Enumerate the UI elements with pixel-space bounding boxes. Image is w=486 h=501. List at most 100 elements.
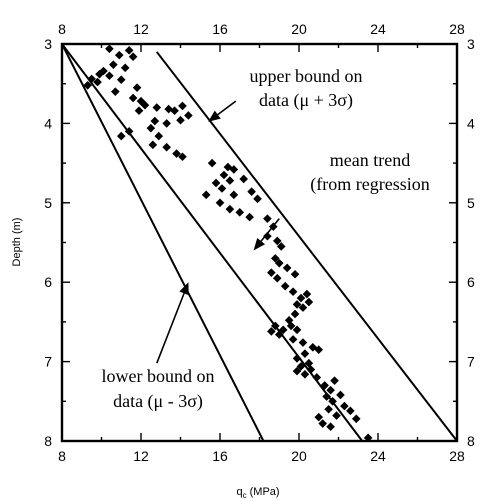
data-point bbox=[178, 152, 187, 162]
y-tick-label-left: 8 bbox=[44, 433, 52, 449]
x-axis-title: qc (MPa) bbox=[236, 486, 279, 500]
x-tick-label-bottom: 8 bbox=[58, 448, 66, 464]
data-point bbox=[292, 325, 302, 335]
data-point bbox=[93, 77, 102, 87]
data-point bbox=[278, 325, 288, 335]
x-tick-label-bottom: 12 bbox=[133, 448, 149, 464]
data-point bbox=[148, 140, 158, 150]
data-point bbox=[128, 52, 138, 62]
data-point bbox=[140, 100, 150, 110]
annotation-upper-line2: data (μ + 3σ) bbox=[259, 90, 353, 111]
data-point bbox=[304, 297, 314, 307]
data-point bbox=[120, 63, 130, 73]
data-point bbox=[128, 93, 138, 103]
y-axis-title: Depth (m) bbox=[11, 218, 23, 267]
x-tick-label-top: 28 bbox=[449, 21, 465, 37]
data-point bbox=[296, 362, 306, 371]
data-point bbox=[229, 190, 239, 200]
y-tick-label-left: 6 bbox=[44, 274, 52, 290]
data-point bbox=[150, 116, 160, 126]
data-point bbox=[292, 366, 302, 376]
data-point bbox=[351, 414, 361, 424]
x-tick-label-bottom: 28 bbox=[449, 448, 465, 464]
data-point bbox=[312, 373, 322, 382]
data-point bbox=[132, 83, 142, 92]
data-point bbox=[162, 142, 171, 152]
x-tick-label-top: 24 bbox=[370, 21, 386, 37]
data-point bbox=[363, 433, 373, 443]
data-point bbox=[314, 345, 324, 354]
x-tick-label-bottom: 24 bbox=[370, 448, 386, 464]
data-point bbox=[274, 330, 284, 339]
mean-arrow-shaft bbox=[260, 218, 280, 242]
data-point bbox=[146, 123, 156, 133]
annotation-upper-line1: upper bound on bbox=[250, 66, 363, 86]
data-point bbox=[292, 354, 302, 363]
data-point bbox=[211, 178, 221, 188]
data-point bbox=[267, 327, 276, 336]
data-point bbox=[286, 321, 296, 331]
data-point bbox=[288, 287, 298, 297]
data-point bbox=[276, 242, 286, 251]
y-tick-label-left: 7 bbox=[44, 354, 52, 370]
data-point bbox=[245, 212, 254, 222]
mean-trend-line bbox=[61, 43, 363, 442]
data-point bbox=[298, 303, 308, 312]
data-point bbox=[306, 365, 316, 374]
data-point bbox=[223, 162, 233, 172]
annotation-lower-line1: lower bound on bbox=[102, 366, 215, 386]
y-tick-label-right: 8 bbox=[467, 433, 475, 449]
data-point bbox=[207, 158, 217, 168]
data-point bbox=[87, 74, 96, 84]
data-point bbox=[184, 111, 193, 120]
data-point bbox=[288, 335, 298, 344]
data-point bbox=[219, 170, 229, 180]
data-point bbox=[328, 397, 337, 406]
data-point bbox=[326, 422, 335, 432]
annotation-arrows bbox=[156, 100, 280, 364]
data-point bbox=[116, 131, 126, 141]
data-point bbox=[282, 263, 292, 273]
data-point bbox=[326, 385, 335, 395]
x-tick-label-top: 16 bbox=[212, 21, 228, 37]
y-tick-label-left: 5 bbox=[44, 195, 52, 211]
data-point bbox=[302, 289, 312, 299]
data-point bbox=[272, 273, 282, 283]
data-point bbox=[124, 127, 134, 136]
y-tick-label-left: 3 bbox=[44, 36, 52, 52]
data-point bbox=[314, 412, 324, 422]
data-point bbox=[239, 174, 248, 184]
data-point bbox=[247, 187, 256, 196]
data-point bbox=[263, 231, 272, 241]
data-point bbox=[267, 268, 276, 277]
data-point bbox=[300, 349, 310, 358]
x-tick-label-top: 12 bbox=[133, 21, 149, 37]
data-point bbox=[346, 406, 355, 416]
y-tick-label-right: 5 bbox=[467, 195, 475, 211]
data-point bbox=[296, 293, 306, 303]
data-point bbox=[116, 75, 126, 85]
upper-bound-line bbox=[156, 51, 458, 442]
data-point bbox=[300, 370, 310, 379]
data-point bbox=[298, 338, 308, 347]
data-point bbox=[263, 214, 272, 223]
data-point bbox=[201, 190, 211, 200]
x-tick-label-top: 8 bbox=[58, 21, 66, 37]
data-point bbox=[340, 401, 349, 411]
y-tick-label-left: 4 bbox=[44, 115, 52, 131]
lower-arrow-shaft bbox=[156, 293, 185, 364]
annotation-lower-line2: data (μ - 3σ) bbox=[113, 391, 203, 412]
data-point bbox=[95, 69, 104, 79]
upper-arrow-head bbox=[208, 110, 221, 122]
data-point bbox=[172, 149, 181, 158]
annotation-mean-line2: (from regression bbox=[310, 174, 429, 195]
data-point bbox=[229, 165, 239, 174]
data-point bbox=[152, 103, 162, 112]
y-tick-label-right: 3 bbox=[467, 36, 475, 52]
data-points bbox=[83, 44, 373, 443]
lower-bound-line bbox=[61, 43, 265, 442]
data-point bbox=[109, 60, 118, 69]
data-point bbox=[320, 381, 329, 390]
